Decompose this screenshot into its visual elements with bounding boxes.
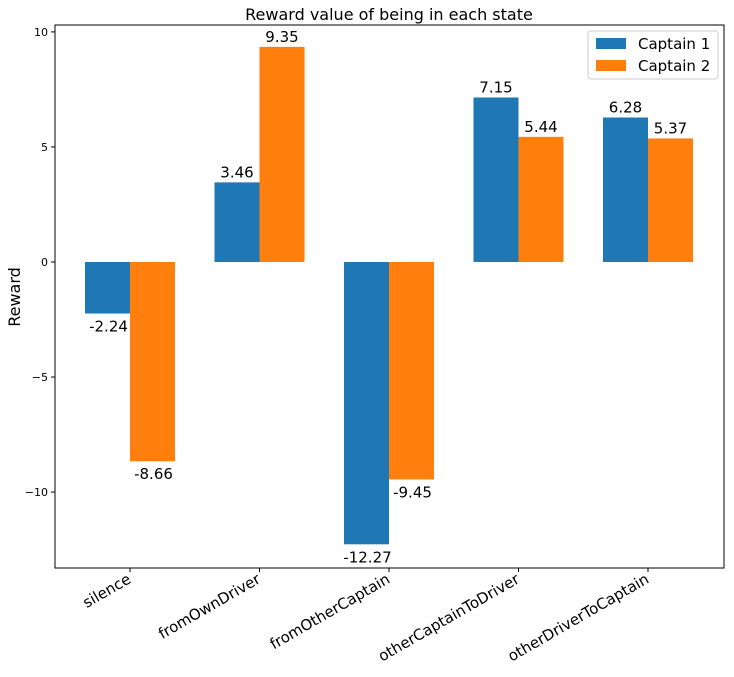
bar-captain-1-fromOtherCaptain (344, 261, 389, 545)
x-tick-label-fromOwnDriver: fromOwnDriver (155, 569, 264, 642)
y-tick-label: 5 (41, 141, 48, 154)
x-tick-label-fromOtherCaptain: fromOtherCaptain (267, 570, 393, 653)
x-tick-label-otherDriverToCaptain: otherDriverToCaptain (505, 570, 652, 666)
value-label-captain-1-otherDriverToCaptain: 6.28 (609, 98, 642, 116)
bar-captain-2-silence (130, 261, 175, 462)
legend-swatch-captain-2 (596, 60, 626, 71)
value-label-captain-2-otherCaptainToDriver: 5.44 (524, 118, 557, 136)
value-label-captain-2-fromOtherCaptain: -9.45 (393, 483, 432, 501)
value-label-captain-1-silence: -2.24 (89, 318, 128, 336)
y-tick-label: −10 (25, 486, 48, 499)
value-label-captain-1-fromOtherCaptain: -12.27 (343, 548, 391, 566)
value-label-captain-2-silence: -8.66 (134, 465, 173, 483)
value-label-captain-1-otherCaptainToDriver: 7.15 (479, 78, 512, 96)
bar-captain-2-otherCaptainToDriver (518, 136, 564, 262)
y-axis: −10 −5 0 5 10 (25, 26, 55, 499)
chart-title: Reward value of being in each state (245, 5, 533, 24)
y-tick-label: 10 (34, 26, 48, 39)
legend-label-captain-2: Captain 2 (638, 57, 710, 75)
bar-captain-1-fromOwnDriver (214, 182, 260, 262)
y-axis-label: Reward (5, 267, 24, 327)
x-tick-label-silence: silence (80, 570, 134, 612)
legend-label-captain-1: Captain 1 (638, 35, 710, 53)
value-label-captain-1-fromOwnDriver: 3.46 (220, 163, 253, 181)
bar-captain-2-otherDriverToCaptain (648, 138, 693, 262)
x-tick-label-otherCaptainToDriver: otherCaptainToDriver (375, 569, 523, 665)
bar-captain-2-fromOwnDriver (259, 46, 305, 262)
value-label-captain-2-fromOwnDriver: 9.35 (265, 28, 298, 46)
bar-captain-2-fromOtherCaptain (389, 261, 434, 480)
legend: Captain 1 Captain 2 (587, 30, 719, 80)
bar-captain-1-silence (85, 261, 130, 314)
legend-swatch-captain-1 (596, 38, 626, 49)
value-labels-layer: -2.24 -8.66 3.46 9.35 -12.27 -9.45 7.15 5.44 6.2… (89, 28, 687, 566)
bar-captain-1-otherDriverToCaptain (603, 117, 648, 262)
y-tick-label: 0 (41, 256, 48, 269)
y-tick-label: −5 (32, 371, 48, 384)
bars-layer (85, 46, 693, 545)
x-axis: silence fromOwnDriver fromOtherCaptainothe… (80, 568, 652, 665)
value-label-captain-2-otherDriverToCaptain: 5.37 (654, 119, 687, 137)
bar-captain-1-otherCaptainToDriver (473, 97, 519, 262)
